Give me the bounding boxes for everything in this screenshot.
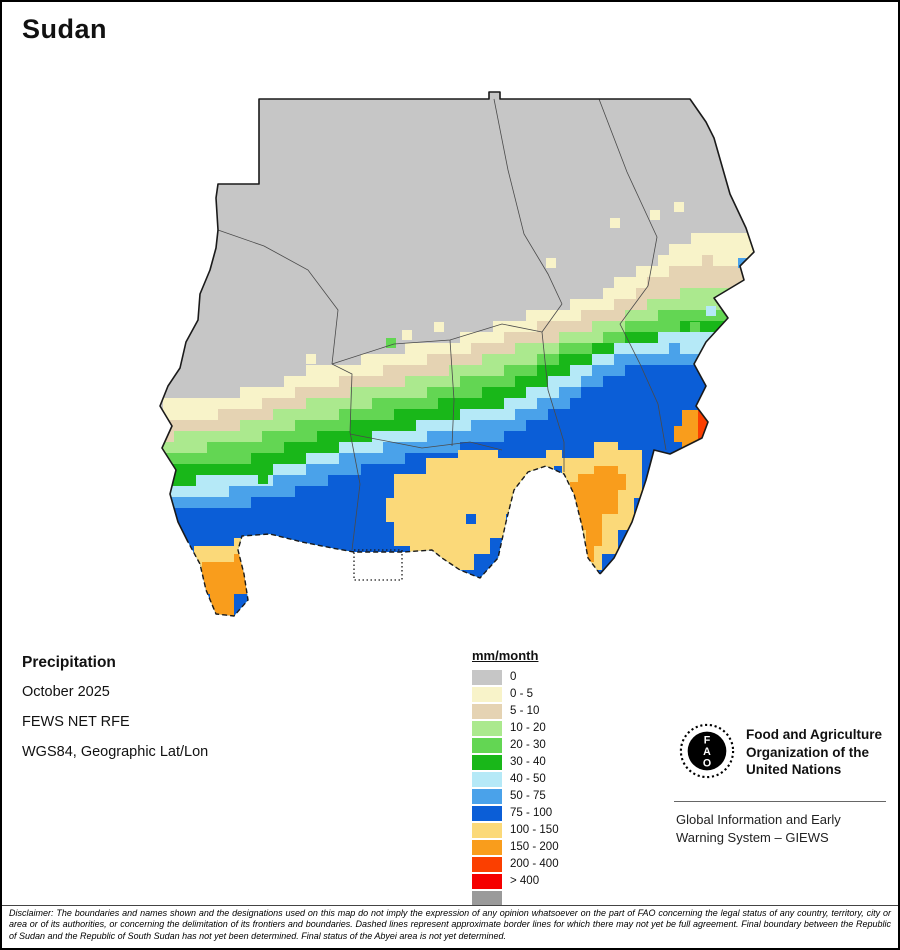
legend-label: 0 - 5	[510, 688, 534, 701]
legend-swatch	[472, 670, 502, 685]
legend-label: 30 - 40	[510, 756, 546, 769]
legend-swatch	[472, 840, 502, 855]
giews-line: Warning System – GIEWS	[676, 829, 829, 845]
legend-swatch	[472, 806, 502, 821]
legend-label: 150 - 200	[510, 841, 559, 854]
legend-swatch	[472, 687, 502, 702]
legend-label: 75 - 100	[510, 807, 553, 820]
info-projection: WGS84, Geographic Lat/Lon	[22, 744, 209, 760]
legend-swatch	[472, 857, 502, 872]
fao-org-line: United Nations	[746, 762, 842, 777]
map-info: Precipitation October 2025 FEWS NET RFE …	[22, 654, 208, 774]
info-date: October 2025	[22, 684, 110, 700]
legend-item: 10 - 20	[472, 721, 559, 736]
map-title: Sudan	[22, 14, 108, 44]
legend-label: 200 - 400	[510, 858, 559, 871]
legend-item: 150 - 200	[472, 840, 559, 855]
legend-item: 20 - 30	[472, 738, 559, 753]
legend-item: 200 - 400	[472, 857, 559, 872]
legend-item: 0 - 5	[472, 687, 559, 702]
info-source: FEWS NET RFE	[22, 714, 130, 730]
legend-swatch	[472, 704, 502, 719]
legend-header: mm/month	[472, 648, 539, 663]
legend-swatch	[472, 738, 502, 753]
fao-separator	[674, 801, 886, 802]
legend-swatch	[472, 772, 502, 787]
legend-item: 30 - 40	[472, 755, 559, 770]
fao-org-line: Food and Agriculture	[746, 727, 882, 742]
fao-logo-disc	[687, 731, 727, 771]
legend-item: 40 - 50	[472, 772, 559, 787]
legend-item: 50 - 75	[472, 789, 559, 804]
fao-org-name: Food and Agriculture Organization of the…	[746, 726, 882, 779]
legend-items: 0 0 - 5 5 - 10 10 - 20 20 - 30 30 - 40 40 - 50…	[472, 670, 559, 906]
legend-item: 100 - 150	[472, 823, 559, 838]
legend-item: 0	[472, 670, 559, 685]
legend-swatch	[472, 874, 502, 889]
legend-item	[472, 891, 559, 906]
fao-org-line: Organization of the	[746, 744, 869, 760]
fao-logo-letter-a: A	[703, 746, 711, 758]
legend-item: 75 - 100	[472, 806, 559, 821]
legend-swatch	[472, 755, 502, 770]
legend-swatch	[472, 721, 502, 736]
fao-logo-letter-o: O	[703, 757, 711, 769]
legend-swatch	[472, 789, 502, 804]
legend-label: 100 - 150	[510, 824, 559, 837]
legend-swatch	[472, 891, 502, 906]
legend-item: 5 - 10	[472, 704, 559, 719]
giews-label: Global Information and Early Warning Sys…	[676, 811, 841, 846]
legend-label: 20 - 30	[510, 739, 546, 752]
giews-line: Global Information and Early	[676, 812, 841, 827]
legend-label: > 400	[510, 875, 540, 888]
legend-label: 0	[510, 671, 517, 684]
legend: mm/month 0 0 - 5 5 - 10 10 - 20 20 - 30 30 - …	[472, 648, 559, 908]
legend-label: 40 - 50	[510, 773, 546, 786]
fao-logo-ring	[679, 723, 735, 779]
fao-logo: F A O	[679, 723, 735, 779]
fao-logo-letter-f: F	[704, 734, 711, 746]
info-precipitation: Precipitation	[22, 654, 116, 671]
fao-block: F A O Food and Agriculture Organization …	[678, 722, 882, 780]
legend-label: 5 - 10	[510, 705, 540, 718]
disclaimer: Disclaimer: The boundaries and names sho…	[2, 905, 898, 948]
legend-swatch	[472, 823, 502, 838]
legend-label: 10 - 20	[510, 722, 546, 735]
legend-label: 50 - 75	[510, 790, 546, 803]
legend-item: > 400	[472, 874, 559, 889]
